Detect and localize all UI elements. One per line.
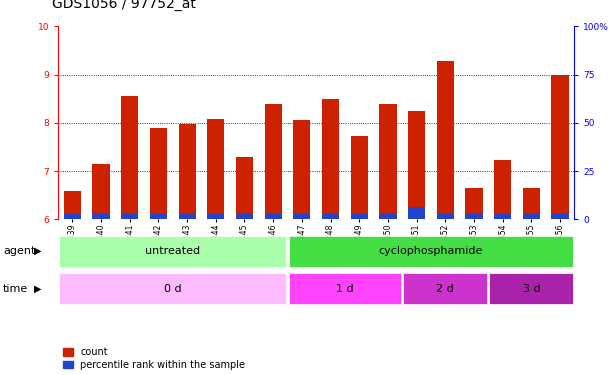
Bar — [522, 188, 540, 219]
Text: ▶: ▶ — [34, 284, 41, 294]
Bar — [265, 105, 282, 219]
Bar — [551, 214, 569, 219]
Text: cyclophosphamide: cyclophosphamide — [379, 246, 483, 256]
Bar — [489, 273, 573, 304]
Bar — [322, 214, 339, 219]
Bar — [178, 214, 196, 219]
Legend: count, percentile rank within the sample: count, percentile rank within the sample — [63, 347, 246, 370]
Bar — [207, 214, 224, 219]
Text: time: time — [3, 284, 28, 294]
Bar — [236, 214, 253, 219]
Text: 2 d: 2 d — [436, 284, 454, 294]
Bar — [150, 214, 167, 219]
Bar — [265, 214, 282, 219]
Bar — [150, 128, 167, 219]
Bar — [408, 111, 425, 219]
Text: 1 d: 1 d — [336, 284, 354, 294]
Text: untreated: untreated — [145, 246, 200, 256]
Bar — [121, 96, 138, 219]
Bar — [379, 105, 397, 219]
Bar — [403, 273, 487, 304]
Bar — [236, 157, 253, 219]
Bar — [92, 214, 110, 219]
Bar — [322, 99, 339, 219]
Bar — [466, 214, 483, 219]
Bar — [551, 75, 569, 219]
Bar — [494, 214, 511, 219]
Bar — [351, 214, 368, 219]
Bar — [178, 124, 196, 219]
Bar — [288, 236, 573, 267]
Bar — [351, 136, 368, 219]
Bar — [494, 160, 511, 219]
Bar — [64, 214, 81, 219]
Bar — [437, 61, 454, 219]
Bar — [437, 214, 454, 219]
Bar — [288, 273, 401, 304]
Bar — [59, 236, 287, 267]
Text: GDS1056 / 97752_at: GDS1056 / 97752_at — [52, 0, 196, 11]
Bar — [408, 207, 425, 219]
Bar — [293, 214, 310, 219]
Bar — [293, 120, 310, 219]
Bar — [379, 214, 397, 219]
Bar — [64, 191, 81, 219]
Text: ▶: ▶ — [34, 246, 41, 256]
Text: 0 d: 0 d — [164, 284, 181, 294]
Bar — [466, 188, 483, 219]
Bar — [92, 164, 110, 219]
Bar — [207, 119, 224, 219]
Bar — [121, 214, 138, 219]
Bar — [59, 273, 287, 304]
Bar — [522, 214, 540, 219]
Text: 3 d: 3 d — [522, 284, 540, 294]
Text: agent: agent — [3, 246, 35, 256]
